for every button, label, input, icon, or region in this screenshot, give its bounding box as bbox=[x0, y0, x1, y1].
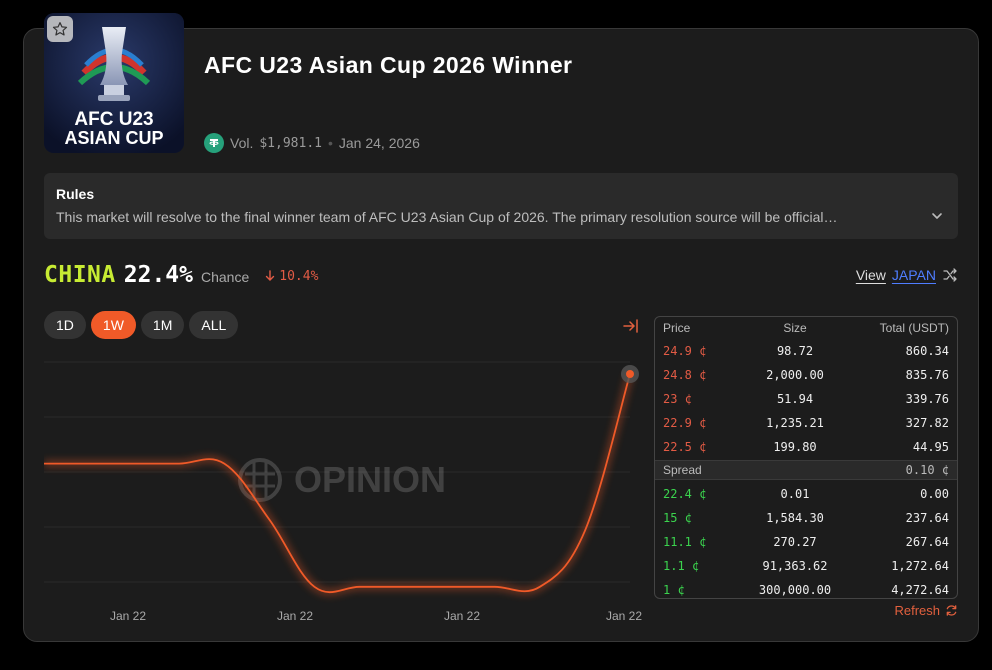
bid-size: 1,584.30 bbox=[766, 511, 824, 525]
spread-row: Spread 0.10 ¢ bbox=[655, 460, 957, 480]
spread-label: Spread bbox=[663, 463, 702, 477]
favorite-button[interactable] bbox=[47, 16, 73, 42]
ask-size: 51.94 bbox=[776, 392, 814, 406]
chevron-down-icon[interactable] bbox=[930, 209, 944, 223]
shuffle-icon bbox=[943, 268, 957, 282]
bid-size: 0.01 bbox=[780, 487, 810, 501]
bid-size: 270.27 bbox=[773, 535, 817, 549]
price-chart: OPINION Jan 22 Jan 22 Jan 22 Jan 22 bbox=[44, 361, 642, 623]
view-team: JAPAN bbox=[891, 267, 936, 283]
logo-text-line1: AFC U23 bbox=[74, 109, 153, 130]
bid-price: 1.1 ¢ bbox=[663, 559, 700, 573]
ask-price: 24.8 ¢ bbox=[663, 368, 707, 382]
ask-size: 2,000.00 bbox=[766, 368, 824, 382]
rules-text: This market will resolve to the final wi… bbox=[56, 209, 838, 225]
bid-total: 237.64 bbox=[905, 511, 949, 525]
bid-price: 22.4 ¢ bbox=[663, 487, 707, 501]
x-tick-label: Jan 22 bbox=[277, 609, 313, 623]
market-date: Jan 24, 2026 bbox=[338, 135, 420, 151]
last-point bbox=[626, 370, 634, 378]
outcome-name: CHINA bbox=[44, 262, 116, 288]
tether-icon bbox=[204, 133, 224, 153]
logo-text-line2: ASIAN CUP bbox=[64, 128, 163, 148]
refresh-button[interactable]: Refresh bbox=[894, 603, 958, 618]
bid-size: 91,363.62 bbox=[762, 559, 828, 573]
outcome-header: CHINA 22.4% Chance 10.4% bbox=[44, 262, 318, 290]
market-title: AFC U23 Asian Cup 2026 Winner bbox=[204, 52, 573, 78]
x-tick-label: Jan 22 bbox=[110, 609, 146, 623]
meta-separator: • bbox=[327, 135, 333, 151]
ask-total: 44.95 bbox=[912, 440, 949, 454]
bid-row[interactable]: 11.1 ¢ 270.27 267.64 bbox=[655, 530, 957, 554]
ask-row[interactable]: 22.5 ¢ 199.80 44.95 bbox=[655, 435, 957, 459]
bid-price: 1 ¢ bbox=[663, 583, 685, 597]
bid-row[interactable]: 15 ¢ 1,584.30 237.64 bbox=[655, 506, 957, 530]
outcome-chance-label: Chance bbox=[201, 269, 250, 285]
bid-size: 300,000.00 bbox=[758, 583, 832, 597]
ask-total: 835.76 bbox=[905, 368, 949, 382]
x-tick-label: Jan 22 bbox=[606, 609, 642, 623]
range-tabs: 1D 1W 1M ALL bbox=[44, 311, 239, 339]
bid-rows: 22.4 ¢ 0.01 0.00 15 ¢ 1,584.30 237.64 11.1 ¢ 27… bbox=[655, 482, 957, 598]
ask-rows: 24.9 ¢ 98.72 860.34 24.8 ¢ 2,000.00 835.76 23 … bbox=[655, 339, 957, 459]
volume-label: Vol. bbox=[230, 135, 254, 151]
bid-row[interactable]: 1 ¢ 300,000.00 4,272.64 bbox=[655, 578, 957, 598]
market-meta: Vol. $1,981.1 • Jan 24, 2026 bbox=[204, 133, 420, 153]
outcome-change-value: 10.4% bbox=[279, 268, 319, 284]
ask-row[interactable]: 24.9 ¢ 98.72 860.34 bbox=[655, 339, 957, 363]
header-price: Price bbox=[663, 321, 691, 335]
bid-total: 0.00 bbox=[920, 487, 949, 501]
range-tab-1w[interactable]: 1W bbox=[90, 311, 136, 339]
ask-row[interactable]: 23 ¢ 51.94 339.76 bbox=[655, 387, 957, 411]
orderbook-header: Price Size Total (USDT) bbox=[655, 317, 957, 339]
bid-price: 15 ¢ bbox=[663, 511, 692, 525]
view-other-outcome-link[interactable]: View JAPAN bbox=[856, 267, 958, 283]
opinion-watermark: OPINION bbox=[238, 458, 446, 502]
ask-total: 339.76 bbox=[905, 392, 949, 406]
series-line bbox=[44, 373, 631, 594]
star-icon bbox=[52, 22, 68, 36]
ask-price: 23 ¢ bbox=[663, 392, 692, 406]
ask-price: 24.9 ¢ bbox=[663, 344, 707, 358]
ask-size: 98.72 bbox=[776, 344, 814, 358]
range-tab-1d[interactable]: 1D bbox=[44, 311, 86, 339]
outcome-chance-value: 22.4% bbox=[123, 262, 193, 288]
x-tick-label: Jan 22 bbox=[444, 609, 480, 623]
ask-size: 1,235.21 bbox=[766, 416, 824, 430]
bid-total: 1,272.64 bbox=[891, 559, 949, 573]
ask-price: 22.9 ¢ bbox=[663, 416, 707, 430]
arrow-down-icon bbox=[266, 270, 275, 281]
volume-value: $1,981.1 bbox=[259, 135, 322, 151]
watermark-text: OPINION bbox=[294, 459, 446, 500]
rules-panel[interactable]: Rules This market will resolve to the fi… bbox=[44, 173, 958, 239]
view-label: View bbox=[855, 267, 886, 283]
range-tab-1m[interactable]: 1M bbox=[140, 311, 185, 339]
market-logo: AFC U23 ASIAN CUP bbox=[44, 13, 184, 153]
refresh-icon bbox=[946, 605, 957, 616]
expand-orderbook-icon[interactable] bbox=[622, 317, 640, 335]
ask-row[interactable]: 24.8 ¢ 2,000.00 835.76 bbox=[655, 363, 957, 387]
ask-row[interactable]: 22.9 ¢ 1,235.21 327.82 bbox=[655, 411, 957, 435]
bid-total: 267.64 bbox=[905, 535, 949, 549]
bid-row[interactable]: 22.4 ¢ 0.01 0.00 bbox=[655, 482, 957, 506]
outcome-change: 10.4% bbox=[265, 269, 318, 284]
bid-total: 4,272.64 bbox=[891, 583, 949, 597]
header-size: Size bbox=[783, 321, 807, 335]
header-total: Total (USDT) bbox=[879, 321, 949, 335]
spread-value: 0.10 ¢ bbox=[905, 463, 949, 477]
bid-row[interactable]: 1.1 ¢ 91,363.62 1,272.64 bbox=[655, 554, 957, 578]
rules-title: Rules bbox=[56, 186, 95, 202]
ask-price: 22.5 ¢ bbox=[663, 440, 707, 454]
range-tab-all[interactable]: ALL bbox=[189, 311, 239, 339]
bid-price: 11.1 ¢ bbox=[663, 535, 707, 549]
orderbook: Price Size Total (USDT) 24.9 ¢ 98.72 860.3… bbox=[654, 316, 958, 599]
ask-size: 199.80 bbox=[773, 440, 817, 454]
refresh-label: Refresh bbox=[894, 603, 940, 618]
ask-total: 860.34 bbox=[905, 344, 949, 358]
ask-total: 327.82 bbox=[905, 416, 949, 430]
